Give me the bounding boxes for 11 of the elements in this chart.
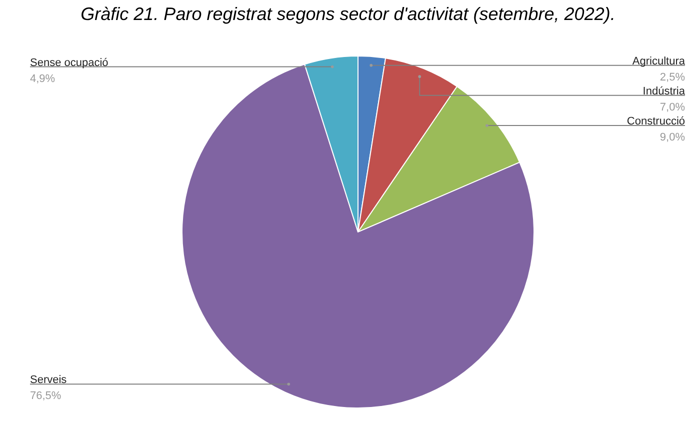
data-label: 76,5% <box>30 390 62 402</box>
data-label: 9,0% <box>660 132 686 144</box>
data-label: 2,5% <box>660 71 686 84</box>
data-label: 7,0% <box>660 101 686 114</box>
slice-label: Agricultura <box>632 55 686 68</box>
slice-label: Construcció <box>626 116 685 128</box>
slice-label: Sense ocupació <box>30 56 108 69</box>
chart-title: Gràfic 21. Paro registrat segons sector d'activitat (setembre, 2022). <box>80 4 616 24</box>
slice-label: Serveis <box>30 374 68 386</box>
slice-label: Indústria <box>642 85 686 98</box>
data-label: 4,9% <box>30 72 56 85</box>
